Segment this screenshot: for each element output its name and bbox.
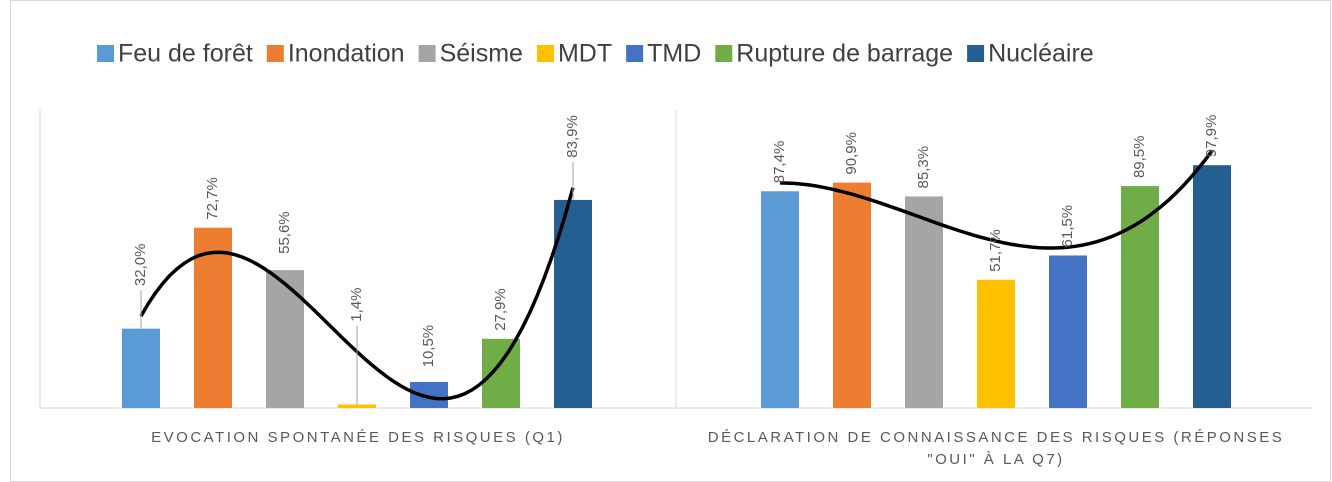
data-label: 51,7% <box>987 229 1004 272</box>
legend-swatch <box>715 45 733 62</box>
bar <box>1193 165 1231 408</box>
legend-label: TMD <box>647 40 701 68</box>
category-label: DÉCLARATION DE CONNAISSANCE DES RISQUES … <box>707 429 1285 468</box>
legend-swatch <box>967 45 985 62</box>
legend-label: Feu de forêt <box>118 40 253 68</box>
bar <box>1121 186 1159 408</box>
bar <box>1049 255 1087 408</box>
legend-swatch <box>536 45 554 62</box>
legend-swatch <box>97 45 114 62</box>
bar <box>833 182 871 408</box>
bar <box>977 279 1015 408</box>
bar <box>761 191 799 408</box>
data-label: 1,4% <box>348 288 365 322</box>
data-label: 61,5% <box>1059 205 1076 248</box>
category-label: EVOCATION SPONTANÉE DES RISQUES (Q1) <box>151 429 565 446</box>
bar <box>482 338 520 408</box>
data-label: 89,5% <box>1131 135 1148 178</box>
bar <box>194 227 232 408</box>
data-label: 55,6% <box>276 211 293 254</box>
data-label: 32,0% <box>132 244 149 287</box>
legend-swatch <box>266 45 284 62</box>
bar <box>905 196 943 408</box>
data-label: 72,7% <box>204 177 221 220</box>
data-label: 85,3% <box>915 146 932 189</box>
data-label: 10,5% <box>420 325 437 368</box>
legend-label: Séisme <box>440 40 523 68</box>
data-label: 27,9% <box>492 288 509 331</box>
legend-label: Rupture de barrage <box>736 40 953 68</box>
bar <box>266 270 304 408</box>
legend-label: MDT <box>558 40 612 68</box>
legend-label: Inondation <box>288 40 405 68</box>
trendline <box>779 149 1214 250</box>
data-label: 97,9% <box>1203 115 1220 158</box>
data-label: 90,9% <box>843 132 860 175</box>
legend-label: Nucléaire <box>988 40 1094 68</box>
bar <box>338 404 376 408</box>
data-label: 83,9% <box>564 115 581 158</box>
data-label: 87,4% <box>771 141 788 184</box>
legend-swatch <box>418 45 436 62</box>
legend-swatch <box>626 45 644 62</box>
bar <box>122 328 160 408</box>
